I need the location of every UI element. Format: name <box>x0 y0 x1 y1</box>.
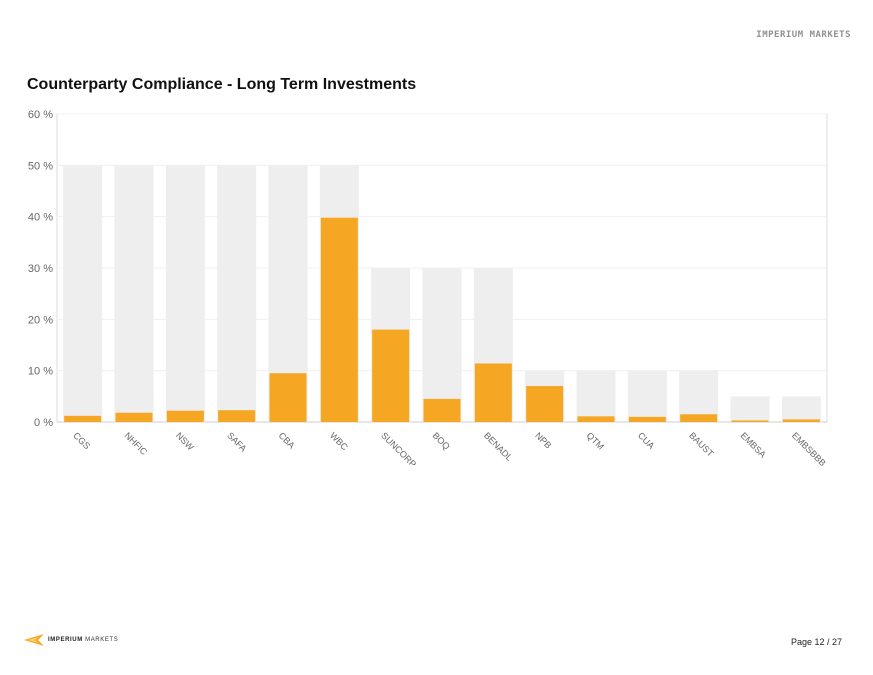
x-category-label: BAUST <box>687 430 716 459</box>
y-tick-label: 60 % <box>28 109 53 121</box>
limit-bar <box>422 268 462 422</box>
logo-wordmark: IMPERIUM MARKETS <box>48 637 118 643</box>
actual-bar <box>423 398 461 422</box>
limit-bar <box>63 165 103 422</box>
actual-bar <box>320 217 358 422</box>
actual-bar <box>64 415 102 422</box>
x-category-label: NSW <box>174 430 196 452</box>
bar-chart: 0 % 10 % 20 % 30 % 40 % 50 % 60 % CGS NHFIC NSW SA… <box>28 109 828 469</box>
limit-bar <box>165 165 205 422</box>
x-category-label: CUA <box>636 430 657 451</box>
x-category-label: EMBSBBB <box>790 430 828 468</box>
corner-watermark: IMPERIUM MARKETS <box>756 30 851 40</box>
limit-bar <box>679 370 719 422</box>
actual-bar <box>577 416 615 422</box>
page-number: Page 12 / 27 <box>790 637 842 647</box>
actual-bar <box>115 412 153 422</box>
limit-bar <box>114 165 154 422</box>
actual-bar <box>166 410 204 422</box>
limit-bar <box>576 370 616 422</box>
actual-bar <box>269 373 307 422</box>
x-category-label: EMBSA <box>739 430 768 459</box>
logo-mark-icon <box>24 634 44 646</box>
actual-bar <box>731 420 769 422</box>
limit-bar <box>217 165 257 422</box>
x-category-label: QTM <box>585 430 606 451</box>
y-tick-label: 40 % <box>28 212 53 224</box>
logo-wordmark-light: MARKETS <box>85 637 119 643</box>
actual-bar <box>680 414 718 422</box>
y-tick-label: 20 % <box>28 314 53 326</box>
x-category-label: CBA <box>277 430 297 450</box>
x-category-label: CGS <box>71 430 92 451</box>
limit-bar <box>627 370 667 422</box>
x-category-label: NPB <box>533 430 553 450</box>
y-tick-label: 0 % <box>34 417 53 429</box>
x-category-label: BOQ <box>431 430 452 451</box>
chart-title: Counterparty Compliance - Long Term Inve… <box>27 76 417 93</box>
actual-bar <box>372 329 410 422</box>
limit-bar <box>730 396 770 422</box>
actual-bar <box>218 410 256 422</box>
x-category-label: SAFA <box>225 430 248 453</box>
x-category-label: NHFIC <box>123 430 150 457</box>
limit-bar <box>781 396 821 422</box>
actual-bar <box>782 419 820 422</box>
y-tick-label: 50 % <box>28 160 53 172</box>
actual-bar <box>474 363 512 422</box>
imperium-logo: IMPERIUM MARKETS <box>24 634 118 646</box>
logo-wordmark-bold: IMPERIUM <box>48 637 83 643</box>
y-tick-label: 10 % <box>28 366 53 378</box>
x-category-label: SUNCORP <box>379 430 418 469</box>
x-category-label: BENADL <box>482 430 515 463</box>
actual-bar <box>628 416 666 422</box>
actual-bar <box>526 386 564 422</box>
y-tick-label: 30 % <box>28 263 53 275</box>
x-category-label: WBC <box>328 430 350 452</box>
